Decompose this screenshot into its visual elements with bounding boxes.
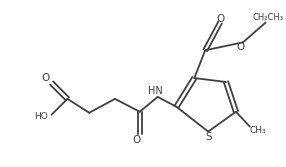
Text: CH₃: CH₃ [249,126,266,135]
Text: HN: HN [148,86,163,96]
Text: S: S [205,132,212,142]
Text: O: O [216,14,224,24]
Text: CH₂CH₃: CH₂CH₃ [252,13,283,22]
Text: O: O [133,134,141,144]
Text: O: O [237,42,245,52]
Text: O: O [41,73,50,83]
Text: HO: HO [34,112,47,121]
